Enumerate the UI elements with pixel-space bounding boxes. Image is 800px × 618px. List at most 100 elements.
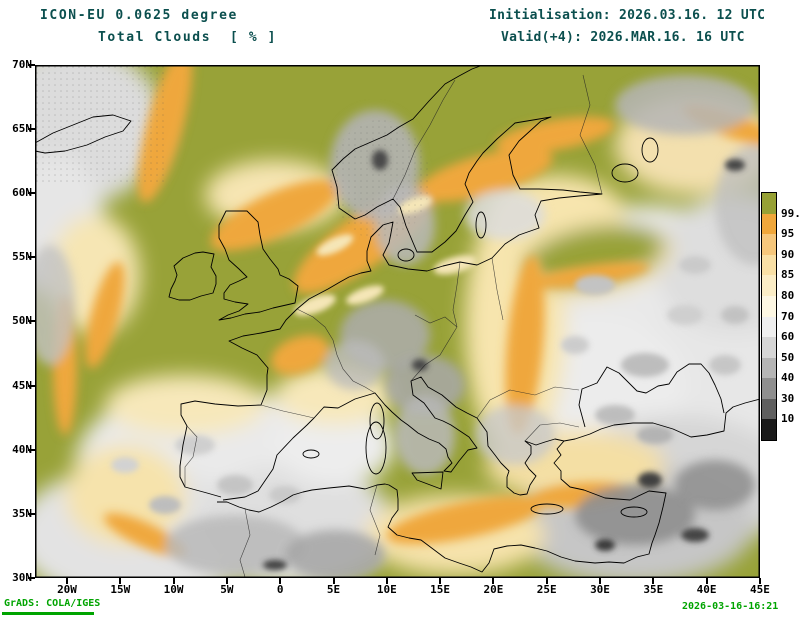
lon-tick-label: 20W — [57, 583, 77, 596]
coastline-ireland — [168, 251, 217, 301]
lat-tick-label: 40N — [12, 442, 32, 456]
legend-color-9 — [762, 378, 776, 400]
lon-tick-label: 45E — [749, 583, 770, 596]
map-canvas — [35, 65, 760, 578]
variable-title: Total Clouds [ % ] — [98, 30, 278, 45]
lon-tick-mark — [119, 578, 122, 584]
lon-tick-mark — [492, 578, 495, 584]
lon-tick-mark — [545, 578, 548, 584]
legend-color-5 — [762, 295, 776, 317]
legend-label: 80 — [781, 288, 795, 302]
legend-color-10 — [762, 398, 776, 420]
lat-tick-label: 45N — [12, 378, 32, 392]
legend-label: 10 — [781, 412, 795, 426]
lon-tick-mark — [705, 578, 708, 584]
lon-tick-mark — [172, 578, 175, 584]
lat-tick-label: 50N — [12, 314, 32, 328]
stipple-texture — [35, 65, 165, 185]
legend-label: 50 — [781, 350, 795, 364]
lon-tick-mark — [599, 578, 601, 584]
lon-tick-label: 5E — [326, 583, 341, 596]
lat-tick-mark — [28, 448, 35, 451]
legend-color-6 — [762, 316, 776, 338]
coastline-corsica — [369, 402, 385, 440]
legend-label: 30 — [781, 391, 795, 405]
lon-tick-label: 15W — [110, 583, 131, 596]
legend-labels: 99.5 95 90 85 80 70 60 50 40 30 10 — [781, 193, 800, 453]
lon-tick-label: 35E — [643, 583, 664, 596]
legend-color-11 — [762, 419, 776, 441]
coastline-gotland — [475, 211, 487, 239]
coastline-mainland-atlantic — [179, 65, 603, 498]
lon-tick-label: 30E — [590, 583, 610, 596]
coastline-sicily — [411, 471, 444, 490]
coastline-mediterranean — [222, 376, 760, 501]
legend-color-4 — [762, 275, 776, 297]
coastline-mallorca — [302, 449, 320, 459]
coastline-zealand — [397, 248, 415, 262]
lon-tick-label: 15E — [430, 583, 451, 596]
legend-color-1 — [762, 213, 776, 235]
country-borders — [184, 74, 603, 578]
coastline-sardinia — [365, 421, 387, 475]
lat-tick-mark — [28, 320, 35, 323]
lon-tick-mark — [652, 578, 655, 584]
legend-label: 99.5 — [781, 206, 800, 220]
lon-tick-label: 20E — [483, 583, 504, 596]
coastline-crete — [530, 503, 564, 515]
lat-tick-label: 55N — [12, 250, 32, 264]
lon-tick-mark — [225, 578, 228, 584]
lon-tick-label: 40E — [696, 583, 717, 596]
coastline-black-sea-north — [578, 363, 725, 428]
coastlines — [35, 65, 760, 573]
lat-tick-mark — [28, 64, 35, 66]
lon-tick-label: 10E — [376, 583, 397, 596]
legend-color-8 — [762, 357, 776, 379]
lat-tick-mark — [28, 384, 35, 387]
lat-tick-mark — [28, 192, 35, 195]
init-time: Initialisation: 2026.03.16. 12 UTC — [489, 8, 766, 23]
map-area — [35, 65, 760, 578]
legend-color-2 — [762, 234, 776, 256]
legend-label: 60 — [781, 330, 795, 344]
legend-color-0 — [762, 193, 776, 215]
lon-tick-label: 5W — [220, 583, 234, 596]
legend-color-7 — [762, 337, 776, 359]
coastline-britain — [218, 210, 299, 321]
lat-tick-label: 65N — [12, 122, 32, 136]
lon-tick-label: 25E — [536, 583, 557, 596]
lat-tick-label: 60N — [12, 186, 32, 200]
lon-tick-mark — [279, 578, 282, 584]
grads-underline — [2, 612, 94, 615]
map-frame — [35, 65, 760, 578]
model-title: ICON-EU 0.0625 degree — [40, 8, 238, 23]
legend-label: 40 — [781, 371, 795, 385]
cloud-field — [35, 65, 760, 578]
lon-tick-mark — [439, 578, 442, 584]
lon-tick-mark — [385, 578, 388, 584]
legend-label: 70 — [781, 309, 795, 323]
coastline-africa-levant — [217, 440, 667, 573]
legend-label: 85 — [781, 268, 795, 282]
lat-tick-mark — [28, 576, 35, 579]
valid-time: Valid(+4): 2026.MAR.16. 16 UTC — [501, 30, 745, 45]
lat-tick-mark — [28, 256, 35, 259]
lake-ladoga — [611, 163, 639, 183]
coastline-iceland — [35, 114, 132, 154]
lake-onega — [641, 137, 659, 163]
lon-tick-mark — [758, 578, 761, 584]
legend-bar — [761, 192, 777, 441]
lon-tick-mark — [66, 578, 68, 584]
legend-color-3 — [762, 254, 776, 276]
lon-tick-label: 10W — [163, 583, 184, 596]
lon-tick-mark — [332, 578, 335, 584]
grads-credit: GrADS: COLA/IGES — [4, 598, 101, 609]
coastline-cyprus — [620, 506, 648, 518]
lat-tick-label: 70N — [12, 58, 32, 71]
lat-tick-label: 35N — [12, 506, 32, 520]
plot-timestamp: 2026-03-16-16:21 — [682, 601, 779, 612]
legend-label: 95 — [781, 227, 795, 241]
lon-tick-label: 0 — [276, 583, 284, 596]
legend-label: 90 — [781, 247, 795, 261]
